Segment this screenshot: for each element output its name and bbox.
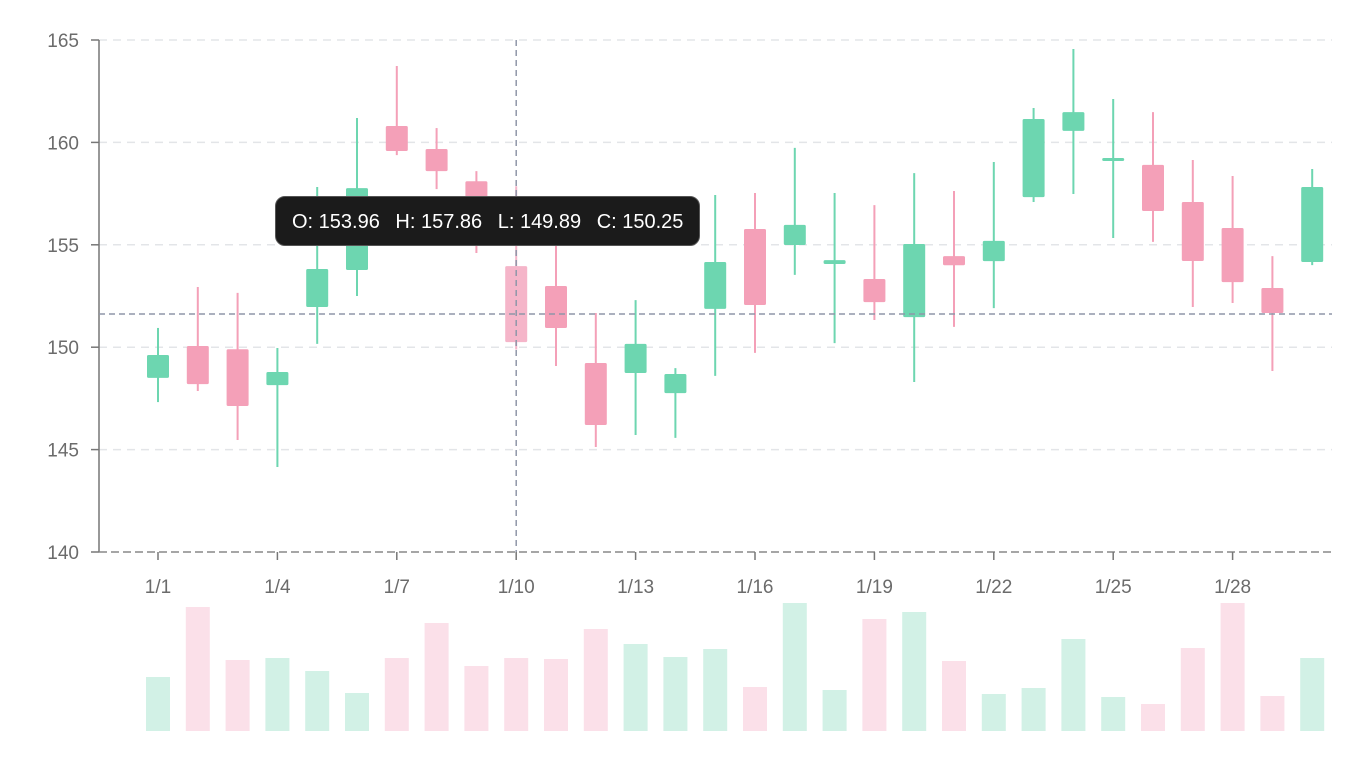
candle-body — [1261, 288, 1284, 313]
volume-bar — [185, 607, 210, 731]
volume-bar — [345, 693, 369, 731]
candle-body — [704, 262, 727, 309]
y-tick-label: 150 — [47, 338, 79, 359]
x-tick-label: 1/19 — [856, 577, 893, 598]
volume-bar — [1141, 704, 1165, 731]
candle-body — [425, 148, 448, 172]
candle-body — [147, 354, 169, 378]
volume-bar — [1220, 603, 1245, 731]
candle-body — [823, 260, 846, 265]
volume-bar — [1061, 639, 1086, 731]
volume-bar — [743, 687, 767, 731]
y-tick-label: 145 — [47, 441, 79, 462]
candle-body — [1221, 228, 1244, 283]
candle-body — [545, 285, 567, 328]
volume-bar — [384, 658, 409, 731]
volume-bar — [464, 666, 489, 731]
candle-body — [624, 343, 647, 374]
y-tick-label: 140 — [47, 543, 79, 564]
candles — [147, 49, 1324, 468]
y-tick-label: 165 — [47, 31, 79, 52]
volume-bar — [663, 657, 688, 731]
ohlc-tooltip: O: 153.96 H: 157.86 L: 149.89 C: 150.25 — [275, 196, 701, 246]
candle-body — [1102, 157, 1125, 161]
x-tick-label: 1/13 — [617, 577, 654, 598]
candle-body — [584, 362, 607, 426]
candle-body — [783, 224, 806, 246]
tooltip-low: L: 149.89 — [497, 211, 582, 233]
volume-bar — [583, 629, 608, 731]
candle-body — [1301, 187, 1324, 263]
volume-bar — [504, 658, 529, 731]
tooltip-high: H: 157.86 — [395, 211, 483, 233]
volume-bar — [942, 661, 966, 731]
volume-bar — [862, 619, 887, 731]
volume-bar — [623, 644, 648, 731]
x-tick-label: 1/28 — [1214, 577, 1251, 598]
volume-bars — [146, 603, 1325, 731]
y-tick-label: 160 — [47, 133, 79, 154]
candle-body — [186, 345, 209, 385]
candle-body — [943, 256, 965, 266]
volume-bar — [1260, 696, 1285, 731]
tooltip-close: C: 150.25 — [596, 211, 684, 233]
volume-bar — [1180, 648, 1205, 731]
candle-body — [306, 268, 329, 308]
volume-bar — [822, 690, 847, 731]
candle-body — [744, 229, 766, 306]
candle-body — [1142, 164, 1164, 212]
volume-bar — [1300, 658, 1325, 731]
volume-bar — [146, 677, 170, 731]
volume-bar — [225, 660, 250, 731]
volume-bar — [305, 671, 330, 731]
volume-bar — [265, 658, 290, 731]
x-tick-label: 1/10 — [498, 577, 535, 598]
candle-body — [1022, 119, 1045, 198]
x-tick-label: 1/1 — [145, 577, 171, 598]
candle-body — [982, 240, 1005, 262]
candle-body — [385, 126, 408, 152]
y-tick-label: 155 — [47, 236, 79, 257]
candle-body — [664, 374, 687, 394]
volume-bar — [544, 659, 568, 731]
axes: 140 145 150 155 160 165 1/1 1/4 1/7 1/10 1/13 1/16 1… — [47, 31, 1332, 598]
volume-bar — [1021, 688, 1046, 731]
x-tick-label: 1/25 — [1095, 577, 1132, 598]
volume-bar — [703, 649, 728, 731]
volume-bar — [782, 603, 807, 731]
x-tick-label: 1/16 — [737, 577, 774, 598]
crosshair — [99, 40, 1332, 552]
volume-bar — [981, 694, 1006, 731]
x-tick-label: 1/7 — [384, 577, 410, 598]
volume-bar — [902, 612, 927, 731]
candle-body — [863, 279, 886, 303]
volume-bar — [424, 623, 449, 731]
candle-body — [266, 371, 289, 386]
x-tick-label: 1/4 — [264, 577, 291, 598]
candle-body — [1181, 201, 1204, 261]
volume-bar — [1101, 697, 1126, 731]
tooltip-open: O: 153.96 — [292, 211, 380, 233]
candle-body — [903, 243, 926, 318]
candle-body — [1062, 112, 1085, 131]
x-tick-label: 1/22 — [975, 577, 1012, 598]
candle-body — [226, 349, 249, 406]
